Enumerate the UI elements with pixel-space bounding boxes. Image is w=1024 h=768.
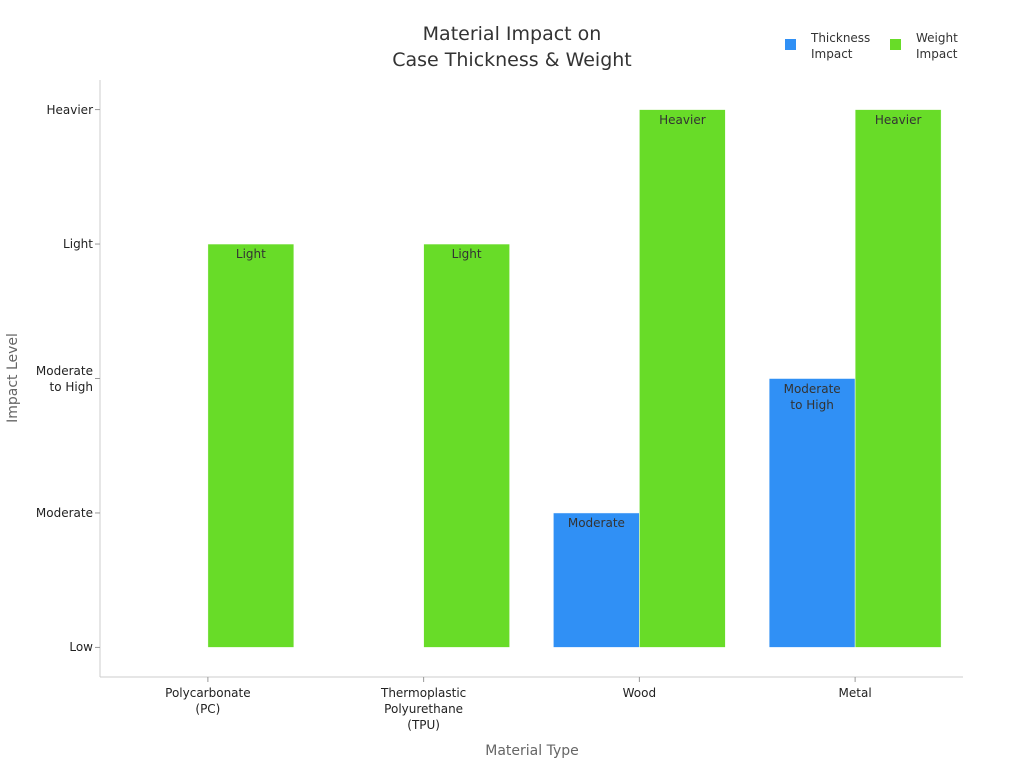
legend-swatch <box>890 39 901 50</box>
y-tick-label: Moderate to High <box>35 363 93 394</box>
legend-swatch <box>785 39 796 50</box>
legend-label: Weight Impact <box>916 31 958 61</box>
x-tick-label: Polycarbonate (PC) <box>165 686 251 716</box>
y-tick-label: Low <box>69 640 93 655</box>
data-label: Heavier <box>874 112 922 127</box>
bar <box>639 109 726 648</box>
y-tick-label: Light <box>63 237 93 252</box>
legend-label: Thickness Impact <box>811 31 871 61</box>
x-tick-label: Metal <box>838 686 872 700</box>
x-tick-label: Wood <box>622 686 657 700</box>
bar <box>768 378 856 648</box>
bar <box>854 109 942 648</box>
data-label: Light <box>235 247 266 262</box>
x-tick-label: Thermoplastic Polyurethane (TPU) <box>380 686 467 732</box>
x-axis-label: Material Type <box>485 743 579 759</box>
data-label: Moderate to High <box>783 381 841 412</box>
bar <box>423 243 510 648</box>
bar <box>207 243 295 648</box>
y-axis-label: Impact Level <box>5 333 21 423</box>
data-label: Moderate <box>567 515 625 530</box>
y-tick-label: Moderate <box>35 505 93 520</box>
data-label: Light <box>451 247 482 262</box>
data-label: Heavier <box>659 112 706 127</box>
chart-title: Material Impact on Case Thickness & Weig… <box>392 23 632 71</box>
bar <box>553 512 640 648</box>
y-tick-label: Heavier <box>46 102 93 117</box>
